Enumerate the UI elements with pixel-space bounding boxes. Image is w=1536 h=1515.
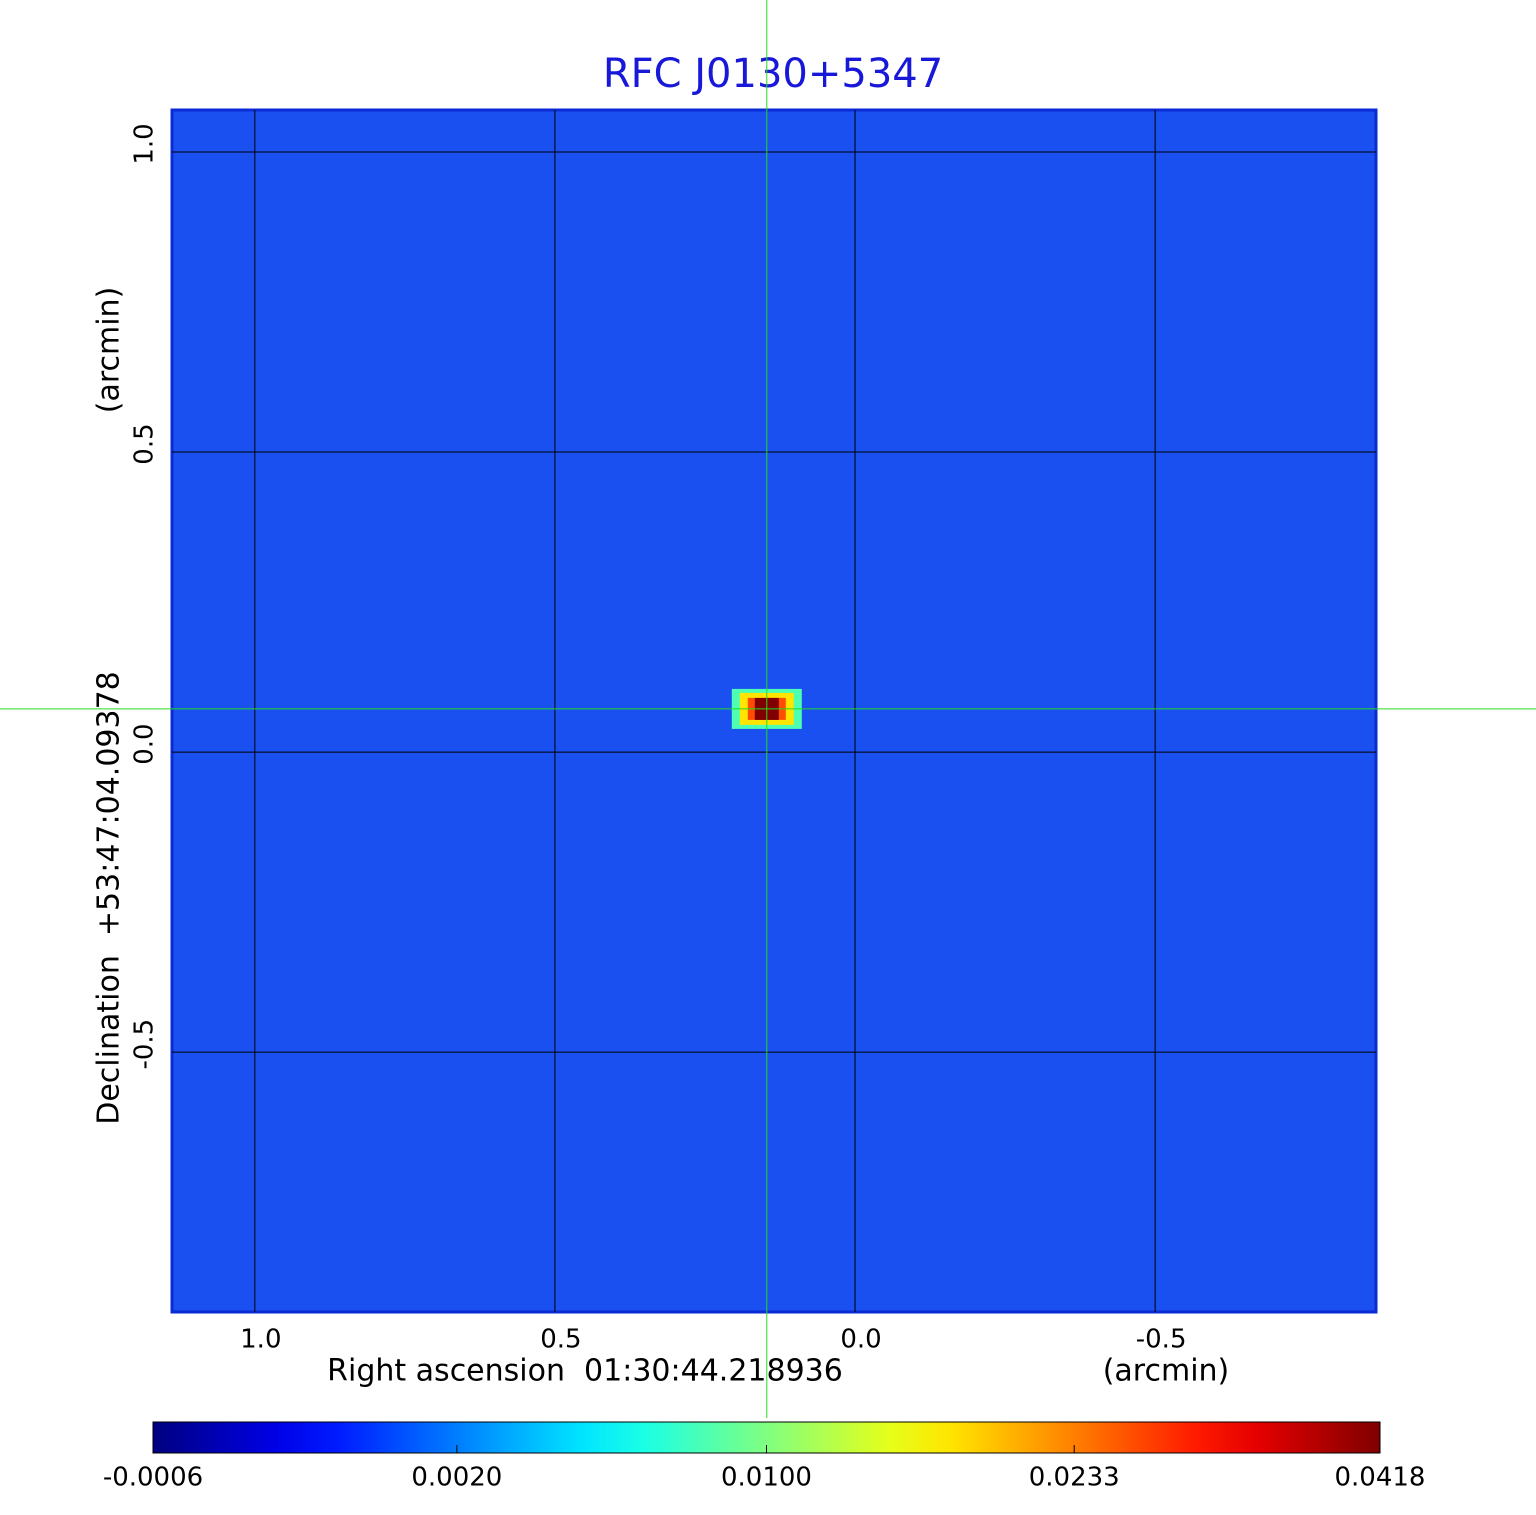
x-tick-label: -0.5 [1136,1325,1187,1355]
colorbar-tick-label: 0.0418 [1335,1463,1426,1493]
colorbar-tick-label: 0.0100 [721,1463,812,1493]
y-axis-unit: (arcmin) [92,287,127,414]
x-tick-label: 0.5 [540,1325,581,1355]
x-tick-label: 1.0 [240,1325,281,1355]
colorbar-tick-label: 0.0020 [411,1463,502,1493]
x-tick-label: 0.0 [840,1325,881,1355]
x-axis-label: Right ascension 01:30:44.218936 [327,1354,843,1389]
y-tick-label: -0.5 [130,1019,160,1070]
y-axis-label: Declination +53:47:04.09378 [92,671,127,1125]
x-axis-unit: (arcmin) [1103,1354,1230,1389]
y-tick-label: 0.0 [130,723,160,764]
colorbar-tick-label: 0.0233 [1029,1463,1120,1493]
y-tick-label: 0.5 [130,423,160,464]
colorbar-tick-label: -0.0006 [103,1463,203,1493]
chart-title: RFC J0130+5347 [603,51,943,97]
y-tick-label: 1.0 [130,123,160,164]
